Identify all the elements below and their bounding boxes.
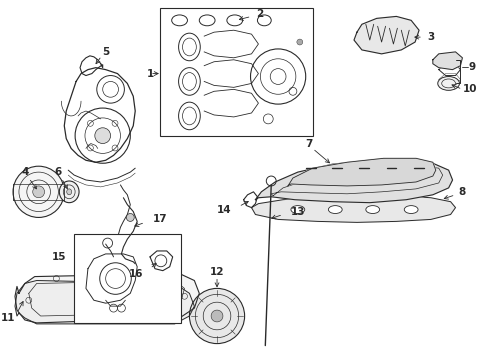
Text: 12: 12 xyxy=(210,267,224,276)
Circle shape xyxy=(126,213,134,221)
Text: 6: 6 xyxy=(55,167,62,177)
Text: 7: 7 xyxy=(305,139,312,149)
Text: 8: 8 xyxy=(459,187,466,197)
Polygon shape xyxy=(15,280,195,324)
Text: 10: 10 xyxy=(463,84,477,94)
Text: 9: 9 xyxy=(469,62,476,72)
Polygon shape xyxy=(255,160,453,203)
Text: 3: 3 xyxy=(427,32,435,42)
Ellipse shape xyxy=(438,77,460,90)
Ellipse shape xyxy=(291,206,305,213)
Circle shape xyxy=(33,186,45,198)
Circle shape xyxy=(297,39,303,45)
Text: 13: 13 xyxy=(291,207,305,216)
Ellipse shape xyxy=(328,206,342,213)
Ellipse shape xyxy=(59,181,79,203)
Circle shape xyxy=(190,288,245,343)
Polygon shape xyxy=(15,274,199,323)
Circle shape xyxy=(211,310,223,322)
Polygon shape xyxy=(288,158,436,186)
Bar xyxy=(160,8,313,136)
Circle shape xyxy=(13,166,64,217)
Text: 5: 5 xyxy=(102,47,109,57)
Text: 4: 4 xyxy=(21,167,28,177)
Circle shape xyxy=(95,128,111,144)
Text: 2: 2 xyxy=(256,9,263,19)
Ellipse shape xyxy=(366,206,380,213)
Text: 17: 17 xyxy=(153,215,168,224)
Polygon shape xyxy=(433,52,463,69)
Text: 1: 1 xyxy=(147,68,154,78)
Text: 15: 15 xyxy=(52,252,66,262)
Text: 16: 16 xyxy=(128,269,143,279)
Polygon shape xyxy=(354,17,419,54)
Bar xyxy=(74,234,180,323)
Polygon shape xyxy=(251,196,456,222)
Text: 11: 11 xyxy=(0,313,15,323)
Ellipse shape xyxy=(404,206,418,213)
Text: 14: 14 xyxy=(217,204,232,215)
Ellipse shape xyxy=(67,189,72,195)
